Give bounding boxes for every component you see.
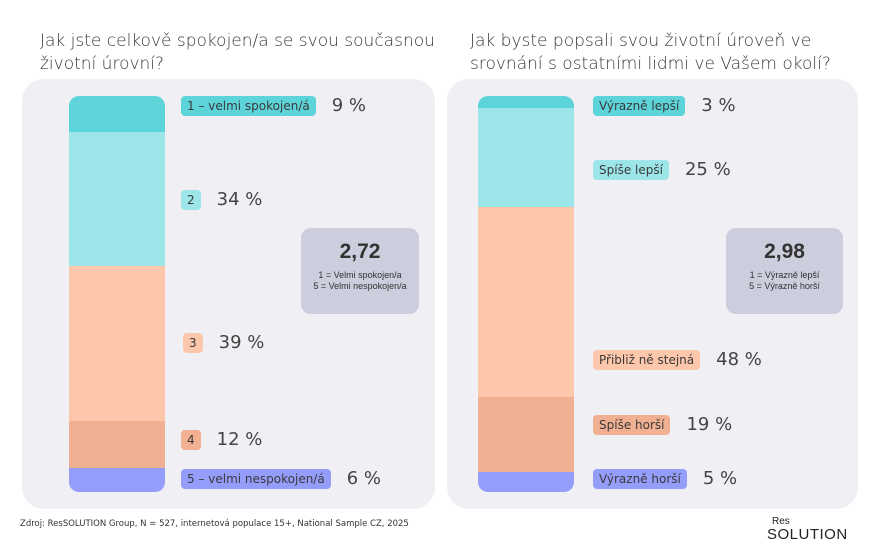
category-tag: Výrazně lepší [593,95,686,116]
category-tag: 4 [181,429,201,450]
value-label: 25 % [684,159,731,180]
bar-segment-4 [69,420,165,469]
mean-box: 2,72 1 = Velmi spokojen/a 5 = Velmi nesp… [301,228,419,314]
label-3: 3 39 % [183,332,264,353]
stacked-bar [69,96,165,492]
bar-segment-3 [478,206,574,398]
category-tag: 5 – velmi nespokojen/á [181,468,331,489]
bar-segment-3 [69,266,165,422]
mean-note: 1 = Velmi spokojen/a [318,270,402,280]
source-note: Zdroj: ResSOLUTION Group, N = 527, inter… [20,519,409,529]
mean-value: 2,72 [339,240,381,263]
label-5: Výrazně horší 5 % [593,468,737,489]
label-3: Přibliž ně stejná 48 % [593,349,762,370]
chart-2-panel: Výrazně lepší 3 % Spíše lepší 25 % Přibliž… [447,79,858,509]
bar-segment-1 [478,96,574,109]
category-tag: Přibliž ně stejná [593,349,701,370]
category-tag: Spíše lepší [593,159,669,180]
label-1: 1 – velmi spokojen/á 9 % [181,95,366,116]
value-label: 34 % [216,189,263,210]
bar-segment-4 [478,396,574,473]
logo-bottom: SOLUTION [767,526,848,543]
category-tag: 3 [183,332,203,353]
mean-value: 2,98 [764,240,805,263]
logo-top: Res [772,516,790,527]
category-tag: Výrazně horší [593,468,687,489]
value-label: 9 % [331,95,366,116]
bar-segment-2 [478,107,574,208]
value-label: 48 % [716,349,762,370]
chart-2-title: Jak byste popsali svou životní úroveň ve… [470,31,831,74]
bar-segment-2 [69,131,165,267]
value-label: 3 % [701,95,736,116]
stacked-bar [478,96,574,492]
mean-note: 5 = Velmi nespokojen/a [313,281,407,291]
bar-segment-5 [69,468,165,492]
value-label: 39 % [218,332,265,353]
label-4: 4 12 % [181,429,262,450]
value-label: 5 % [702,468,738,489]
logo: Res SOLUTION [767,515,848,543]
category-tag: 1 – velmi spokojen/á [181,95,316,116]
chart-1-title: Jak jste celkově spokojen/a se svou souč… [40,31,435,74]
value-label: 6 % [346,468,381,489]
value-label: 12 % [216,429,263,450]
bar-segment-5 [478,472,574,492]
value-label: 19 % [686,414,733,435]
category-tag: 2 [181,189,201,210]
label-2: 2 34 % [181,189,262,210]
mean-note: 1 = Výrazně lepší [749,270,820,280]
label-5: 5 – velmi nespokojen/á 6 % [181,468,381,489]
mean-box: 2,98 1 = Výrazně lepší 5 = Výrazně horší [726,228,843,314]
mean-note: 5 = Výrazně horší [749,281,820,291]
label-4: Spíše horší 19 % [593,414,732,435]
bar-segment-1 [69,96,165,133]
chart-1-panel: 1 – velmi spokojen/á 9 % 2 34 % 3 39 % 4 12 … [22,79,435,509]
label-2: Spíše lepší 25 % [593,159,731,180]
category-tag: Spíše horší [593,414,671,435]
label-1: Výrazně lepší 3 % [593,95,736,116]
